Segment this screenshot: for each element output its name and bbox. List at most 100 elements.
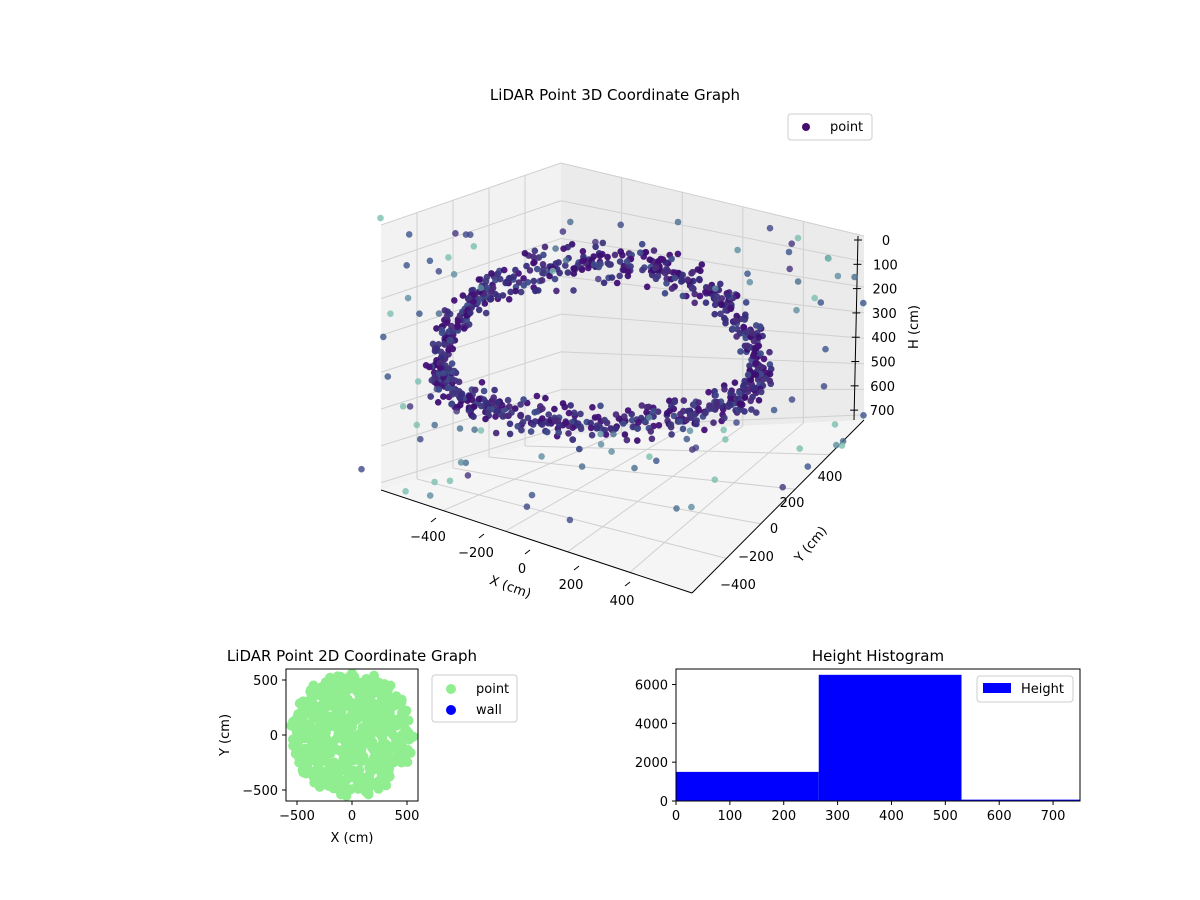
outlier-point-marker — [435, 310, 443, 317]
outlier-point-marker — [431, 421, 439, 429]
x-tick-label: 0 — [348, 809, 356, 824]
point-marker — [350, 714, 361, 725]
outlier-point-marker — [793, 306, 800, 314]
point-marker — [624, 407, 632, 414]
z-gridline-left — [380, 200, 562, 263]
point-marker — [313, 705, 324, 715]
y-tick-label: 4000 — [635, 717, 668, 732]
point-marker — [459, 292, 467, 299]
outlier-point-marker — [452, 230, 459, 237]
point-marker — [483, 400, 491, 407]
point-marker — [472, 386, 479, 394]
z-gridline-right — [560, 238, 865, 288]
point-marker — [712, 392, 719, 399]
point-marker — [429, 340, 437, 348]
point-marker — [749, 330, 756, 337]
point-marker — [538, 277, 546, 284]
point-marker — [749, 352, 757, 360]
outlier-point-marker — [686, 427, 694, 435]
3d-legend-marker-point — [802, 123, 810, 131]
point-marker — [356, 756, 367, 767]
point-marker — [652, 275, 660, 283]
point-marker — [751, 384, 758, 392]
point-marker — [524, 414, 532, 422]
x-tick — [624, 581, 631, 587]
point-marker — [650, 407, 657, 415]
y-tick-label: 200 — [780, 496, 805, 511]
outlier-point-marker — [523, 503, 531, 511]
point-marker — [467, 309, 474, 317]
point-marker — [646, 256, 654, 264]
point-marker — [520, 275, 527, 282]
point-marker — [475, 395, 483, 403]
outlier-point-marker — [722, 436, 729, 443]
outlier-point-marker — [464, 472, 472, 479]
z-tick-label: 500 — [871, 356, 896, 371]
point-marker — [667, 421, 675, 428]
point-marker — [361, 673, 372, 684]
point-marker — [733, 333, 740, 340]
point-marker — [727, 389, 734, 397]
point-marker — [749, 371, 757, 378]
outlier-point-marker — [645, 414, 653, 421]
histogram-legend: Height — [976, 675, 1074, 703]
point-marker — [590, 261, 598, 268]
point-marker — [507, 288, 514, 296]
outlier-point-marker — [597, 441, 605, 448]
outlier-point-marker — [477, 284, 485, 292]
point-marker — [360, 776, 371, 787]
point-marker — [742, 311, 749, 319]
point-marker — [767, 365, 775, 373]
point-marker — [756, 323, 764, 330]
x-tick — [478, 533, 485, 539]
point-marker — [340, 687, 351, 698]
point-marker — [576, 445, 583, 453]
point-marker — [634, 437, 641, 444]
point-marker — [444, 308, 452, 316]
point-marker — [612, 425, 619, 432]
x-tick-label: 400 — [610, 594, 635, 609]
point-marker — [668, 285, 676, 292]
point-marker — [559, 400, 567, 407]
point-marker — [555, 429, 562, 436]
point-marker — [754, 342, 762, 350]
point-marker — [475, 276, 483, 283]
point-marker — [512, 266, 519, 274]
point-marker — [534, 408, 541, 415]
point-marker — [565, 409, 573, 417]
point-marker — [691, 411, 698, 418]
y-tick-label: 2000 — [635, 756, 668, 771]
outlier-point-marker — [567, 218, 574, 226]
2d-ticks: −500 0 500 500 0 −500 — [242, 674, 419, 824]
point-marker — [744, 371, 752, 379]
point-marker — [446, 336, 454, 344]
point-marker — [369, 764, 380, 775]
point-marker — [620, 420, 627, 427]
point-marker — [362, 681, 373, 692]
point-marker — [451, 297, 458, 304]
point-marker — [402, 715, 412, 726]
point-marker — [347, 669, 357, 679]
point-marker — [688, 270, 695, 277]
point-marker — [533, 392, 541, 400]
point-marker — [469, 291, 477, 298]
point-marker — [748, 406, 755, 413]
point-marker — [531, 258, 538, 266]
point-marker — [674, 250, 682, 258]
outlier-point-marker — [766, 224, 774, 232]
point-marker — [592, 243, 599, 251]
outlier-point-marker — [595, 275, 602, 283]
outlier-point-marker — [528, 491, 536, 499]
x-tick — [573, 565, 580, 571]
point-marker — [747, 397, 754, 405]
point-marker — [339, 778, 350, 789]
point-marker — [396, 697, 407, 707]
point-marker — [506, 420, 514, 428]
point-marker — [520, 396, 527, 403]
point-marker — [494, 399, 502, 406]
point-marker — [696, 275, 703, 283]
point-marker — [721, 414, 728, 422]
point-marker — [736, 389, 743, 397]
